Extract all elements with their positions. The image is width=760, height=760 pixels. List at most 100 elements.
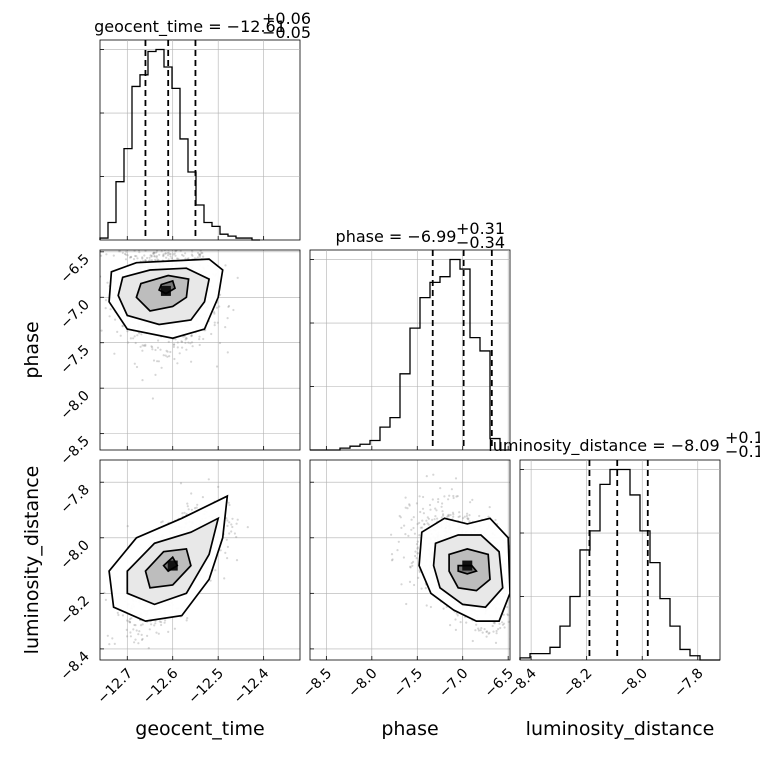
sample-point	[111, 637, 114, 640]
sample-point	[106, 281, 109, 284]
sample-point	[151, 397, 154, 400]
sample-point	[116, 330, 119, 333]
sample-point	[528, 609, 530, 611]
sample-point	[169, 245, 171, 247]
sample-point	[510, 569, 512, 571]
sample-point	[152, 253, 155, 256]
sample-point	[148, 245, 150, 247]
sample-point	[161, 520, 164, 523]
sample-point	[160, 521, 163, 524]
sample-point	[521, 615, 523, 617]
sample-point	[124, 258, 128, 261]
sample-point	[465, 621, 468, 624]
sample-point	[154, 218, 156, 220]
sample-point	[104, 598, 107, 602]
sample-point	[141, 379, 144, 382]
sample-point	[443, 495, 446, 498]
sample-point	[436, 517, 439, 520]
sample-point	[128, 621, 132, 624]
density-peak	[160, 285, 171, 296]
sample-point	[125, 250, 128, 253]
hist-frame-geocent-time	[99, 39, 301, 241]
sample-point	[471, 639, 474, 643]
sample-point	[528, 617, 530, 619]
sample-point	[138, 228, 140, 230]
sample-point	[146, 634, 149, 638]
sample-point	[156, 360, 159, 363]
sample-point	[416, 522, 419, 526]
sample-point	[129, 635, 132, 638]
sample-point	[176, 341, 179, 344]
sample-point	[158, 253, 161, 256]
sample-point	[526, 562, 528, 564]
sample-point	[140, 226, 142, 228]
sample-point	[128, 620, 132, 624]
sample-point	[97, 271, 99, 273]
sample-point	[400, 526, 403, 530]
sample-point	[515, 571, 517, 573]
sample-point	[540, 617, 542, 619]
sample-point	[139, 345, 142, 348]
sample-point	[213, 311, 216, 314]
sample-point	[108, 643, 111, 646]
sample-point	[128, 618, 132, 621]
sample-point	[523, 591, 525, 593]
sample-point	[154, 348, 157, 352]
contour-level-4	[158, 279, 177, 295]
sample-point	[173, 357, 176, 361]
sample-point	[515, 600, 517, 602]
sample-point	[454, 628, 457, 632]
sample-point	[466, 518, 470, 521]
sample-point	[129, 246, 131, 248]
sample-point	[155, 231, 157, 233]
sample-point	[517, 596, 519, 598]
sample-point	[228, 521, 231, 524]
sample-point	[418, 495, 421, 498]
sample-point	[158, 620, 161, 623]
sample-point	[191, 250, 194, 253]
sample-point	[173, 627, 176, 630]
sample-point	[178, 227, 180, 229]
hist-panel-phase	[309, 249, 511, 451]
sample-point	[148, 256, 151, 259]
sample-point	[465, 514, 468, 518]
histogram-phase	[310, 258, 510, 451]
sample-point	[132, 258, 136, 261]
sample-point	[157, 339, 160, 342]
sample-point	[521, 581, 523, 583]
sample-point	[218, 341, 222, 345]
sample-point	[186, 617, 189, 620]
sample-point	[165, 349, 168, 352]
sample-point	[151, 348, 154, 351]
sample-point	[501, 623, 504, 626]
sample-point	[185, 229, 187, 231]
sample-point	[455, 612, 458, 615]
sample-point	[154, 373, 157, 376]
sample-point	[149, 229, 151, 231]
sample-point	[408, 580, 412, 584]
sample-point	[502, 613, 505, 616]
density-peak	[167, 560, 178, 571]
sample-point	[164, 619, 167, 622]
sample-point	[447, 515, 450, 518]
sample-point	[466, 512, 469, 515]
sample-point	[133, 230, 135, 232]
sample-point	[153, 255, 156, 258]
contour-level-3	[144, 547, 192, 589]
sample-point	[426, 516, 429, 519]
sample-point	[458, 511, 461, 514]
x-tick-label-luminosity-distance: −8.0	[616, 666, 651, 701]
sample-point	[182, 254, 185, 257]
sample-point	[459, 621, 462, 624]
sample-point	[442, 514, 445, 517]
sample-point	[167, 340, 170, 343]
sample-point	[190, 360, 193, 363]
sample-point	[515, 616, 517, 618]
x-tick-label-geocent-time: −12.6	[140, 665, 182, 707]
sample-point	[180, 340, 183, 343]
sample-point	[149, 236, 151, 238]
sample-point	[154, 258, 157, 261]
contour-level-4	[457, 564, 478, 575]
x-tick-label-geocent-time: −12.7	[94, 666, 136, 708]
sample-point	[226, 351, 229, 354]
